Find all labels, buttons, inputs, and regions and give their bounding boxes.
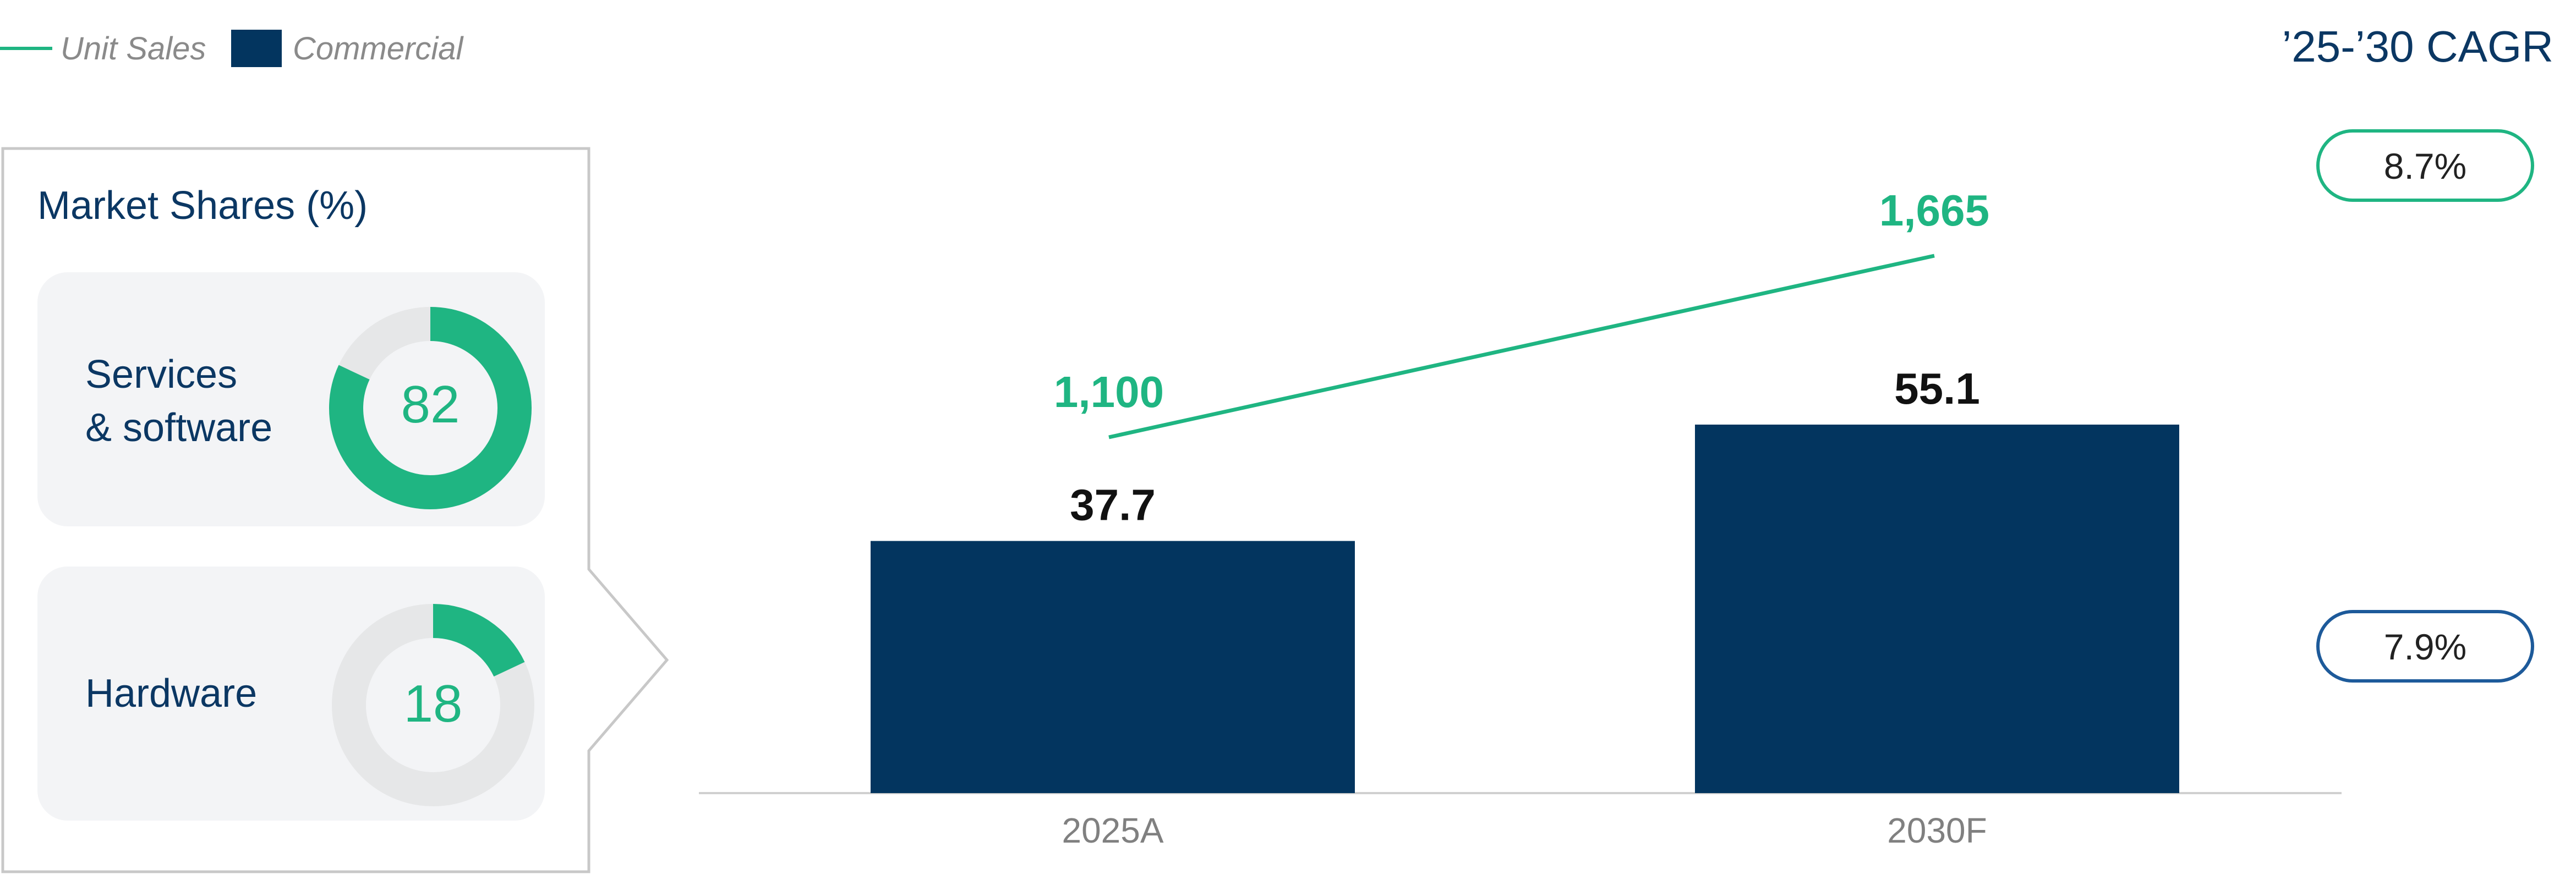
bar-value-label: 55.1 [1894, 364, 1980, 413]
donut-segment [329, 307, 532, 509]
cagr-unit-sales-value: 8.7% [2384, 146, 2466, 186]
unit-sales-label: 1,665 [1879, 186, 1989, 235]
share-label-services-line1: Services [85, 353, 237, 397]
share-label-services-line2: & software [85, 406, 272, 450]
cagr-unit-sales-pill: 8.7% [2316, 129, 2534, 202]
legend-commercial-label: Commercial [293, 31, 464, 67]
panel-title: Market Shares (%) [37, 184, 368, 228]
x-tick-label: 2030F [1887, 811, 1987, 850]
share-value-hardware: 18 [404, 674, 463, 733]
unit-sales-line [1108, 254, 1935, 439]
bar-commercial-2030F [1695, 425, 2179, 793]
unit-sales-label: 1,100 [1054, 367, 1164, 416]
legend: Unit Sales Commercial [0, 30, 464, 67]
legend-unit-sales-label: Unit Sales [61, 31, 206, 67]
plot-area: 37.7 2025A 55.1 2030F 1,100 1,665 [699, 186, 2342, 850]
cagr-header: ’25-’30 CAGR [2282, 22, 2553, 71]
donut-segment [433, 604, 525, 677]
x-tick-label: 2025A [1062, 811, 1163, 850]
cagr-commercial-value: 7.9% [2384, 626, 2466, 667]
bar-commercial-2025A [871, 541, 1355, 793]
donut-services [329, 307, 532, 509]
share-label-hardware: Hardware [85, 672, 257, 716]
bar-value-label: 37.7 [1070, 481, 1156, 530]
share-value-services: 82 [401, 375, 460, 434]
cagr-commercial-pill: 7.9% [2316, 610, 2534, 683]
legend-commercial-swatch [231, 30, 282, 67]
donut-hardware [332, 604, 534, 806]
market-shares-panel: Market Shares (%) Services & software 82… [1, 147, 669, 873]
